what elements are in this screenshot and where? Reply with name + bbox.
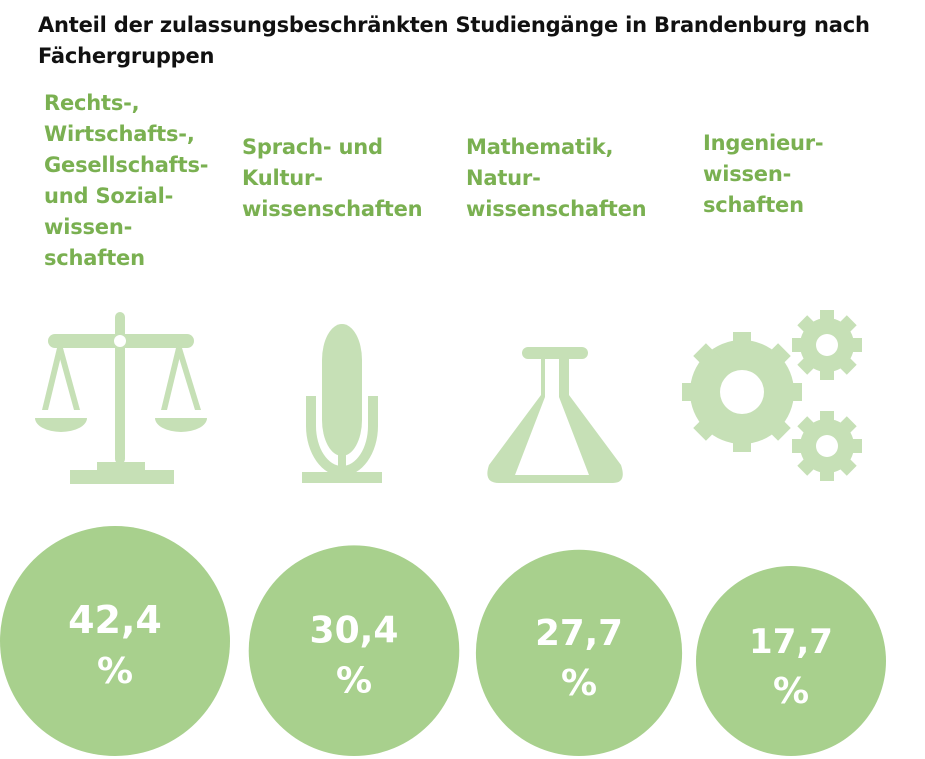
value-label: 17,7 (749, 622, 833, 662)
unit-label: % (561, 663, 597, 704)
category-label-3: Mathematik, Natur- wissenschaften (466, 135, 647, 221)
flask-icon (487, 347, 623, 483)
chart-title: Anteil der zulassungsbeschränkten Studie… (38, 13, 870, 68)
value-bubble (248, 545, 460, 756)
unit-label: % (97, 651, 133, 692)
value-bubble (0, 526, 230, 756)
gears-icon (682, 310, 862, 481)
category-label-2: Sprach- und Kultur- wissenschaften (242, 135, 423, 221)
value-label: 30,4 (310, 610, 399, 652)
unit-label: % (336, 661, 372, 702)
value-label: 27,7 (535, 613, 623, 654)
value-bubble (475, 549, 683, 756)
category-label-4: Ingenieur- wissen- schaften (703, 131, 824, 217)
category-label-1: Rechts-, Wirtschafts-, Gesellschafts- un… (44, 91, 209, 270)
scales-icon (35, 312, 207, 484)
value-bubble (696, 566, 886, 756)
microphone-icon (302, 324, 382, 483)
unit-label: % (773, 671, 809, 712)
value-label: 42,4 (68, 598, 162, 642)
